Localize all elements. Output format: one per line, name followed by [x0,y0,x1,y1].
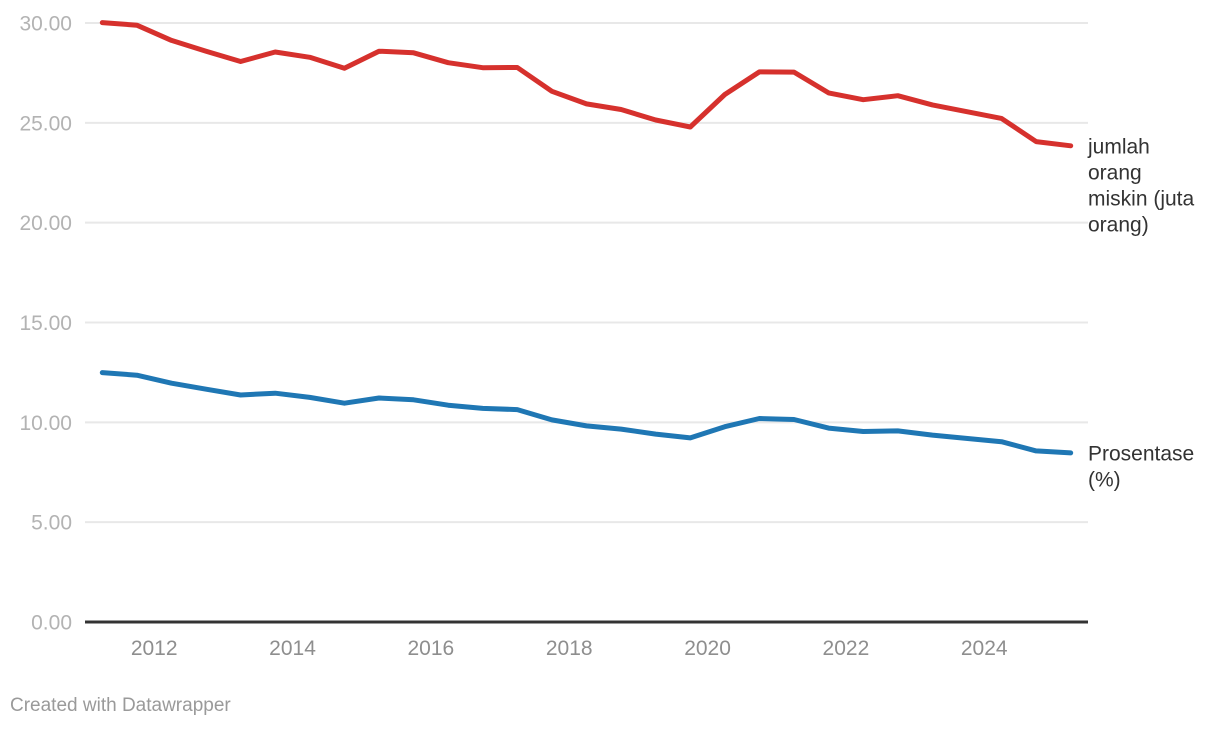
x-axis-tick-label: 2018 [546,637,593,660]
y-axis-tick-label: 15.00 [19,312,72,335]
datawrapper-attribution: Created with Datawrapper [10,695,231,716]
series-label-1: Prosentase (%) [1088,442,1194,491]
series-line-0[interactable] [99,20,1074,149]
y-axis-tick-label: 10.00 [19,412,72,435]
y-axis-tick-label: 25.00 [19,112,72,135]
y-axis-tick-label: 0.00 [31,612,72,635]
y-axis-tick-label: 20.00 [19,212,72,235]
x-axis-tick-label: 2012 [131,637,178,660]
y-axis-tick-label: 30.00 [19,13,72,36]
series-line-1[interactable] [99,370,1074,456]
y-axis-tick-label: 5.00 [31,512,72,535]
x-axis-tick-label: 2016 [408,637,455,660]
x-axis-tick-label: 2024 [961,637,1008,660]
series-label-0: jumlah orang miskin (juta orang) [1087,135,1195,236]
line-chart-svg: 0.00 5.00 10.00 15.00 20.00 25.00 30.00 2012 201… [19,13,1195,661]
x-axis-tick-label: 2022 [823,637,870,660]
x-axis-tick-label: 2020 [684,637,731,660]
x-axis-tick-label: 2014 [269,637,316,660]
